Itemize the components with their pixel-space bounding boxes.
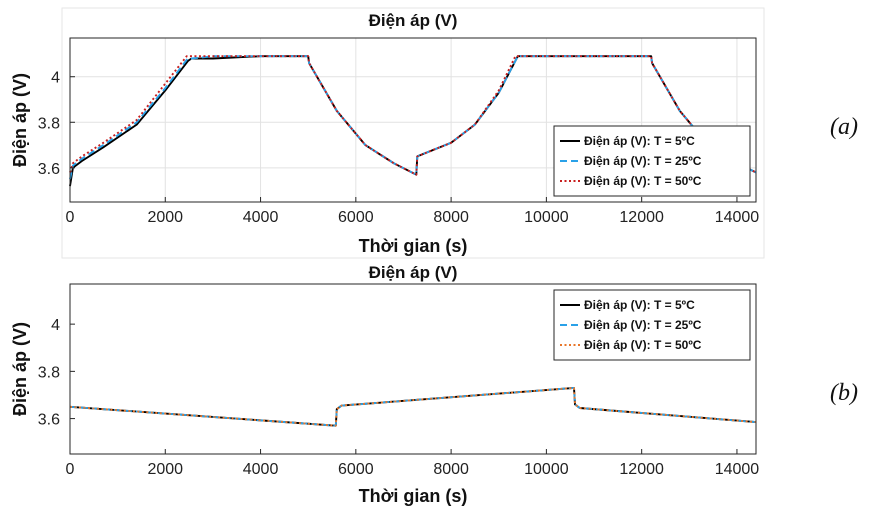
y-tick-label: 4	[51, 317, 60, 334]
x-tick-label: 6000	[338, 461, 374, 478]
chart-title: Điện áp (V)	[369, 263, 458, 282]
legend-label-3: Điện áp (V): T = 50ºC	[584, 338, 702, 352]
series-line-2	[69, 386, 757, 427]
legend-label-3: Điện áp (V): T = 50ºC	[584, 174, 702, 188]
legend-label-2: Điện áp (V): T = 25ºC	[584, 154, 702, 168]
x-tick-label: 4000	[243, 209, 279, 226]
panel-border	[61, 7, 765, 259]
x-tick-label: 12000	[619, 461, 664, 478]
x-tick-label: 12000	[619, 209, 664, 226]
legend-label-2: Điện áp (V): T = 25ºC	[584, 318, 702, 332]
panel-label-b: (b)	[830, 380, 858, 406]
x-tick-label: 6000	[338, 209, 374, 226]
x-tick-label: 0	[66, 461, 75, 478]
chart-title: Điện áp (V)	[369, 11, 458, 30]
chart-panel-a: 0 2000 4000 6000 8000 10000 12000 14000 3.6 3.8 4 Đ…	[10, 7, 765, 259]
panel-label-a: (a)	[830, 114, 858, 140]
legend-box	[553, 289, 751, 361]
legend: Điện áp (V): T = 5ºC Điện áp (V): T = 25º…	[553, 289, 751, 361]
x-tick-label: 14000	[715, 209, 760, 226]
legend-label-1: Điện áp (V): T = 5ºC	[584, 134, 695, 148]
y-tick-label: 3.6	[38, 412, 60, 429]
legend-box	[553, 125, 751, 197]
x-tick-label: 8000	[433, 209, 469, 226]
y-tick-label: 4	[51, 70, 60, 87]
legend-label-1: Điện áp (V): T = 5ºC	[584, 298, 695, 312]
chart-panel-b: 0 2000 4000 6000 8000 10000 12000 14000 3.6 3.8 4 Đ…	[10, 263, 759, 506]
x-tick-label: 10000	[524, 209, 569, 226]
x-axis-label: Thời gian (s)	[359, 486, 468, 506]
y-tick-label: 3.6	[38, 161, 60, 178]
x-tick-label: 2000	[147, 209, 183, 226]
x-axis-label: Thời gian (s)	[359, 236, 468, 256]
x-tick-label: 14000	[715, 461, 760, 478]
axes-box	[69, 283, 757, 455]
y-axis-label: Điện áp (V)	[10, 73, 30, 167]
legend: Điện áp (V): T = 5ºC Điện áp (V): T = 25º…	[553, 125, 751, 197]
y-tick-label: 3.8	[38, 115, 60, 132]
x-tick-label: 8000	[433, 461, 469, 478]
x-tick-label: 0	[66, 209, 75, 226]
y-axis-label: Điện áp (V)	[10, 322, 30, 416]
series-line-3	[69, 386, 757, 427]
y-tick-label: 3.8	[38, 364, 60, 381]
x-tick-label: 10000	[524, 461, 569, 478]
axes-box	[69, 37, 757, 203]
x-tick-label: 4000	[243, 461, 279, 478]
x-tick-label: 2000	[147, 461, 183, 478]
series-line-3	[69, 55, 757, 176]
